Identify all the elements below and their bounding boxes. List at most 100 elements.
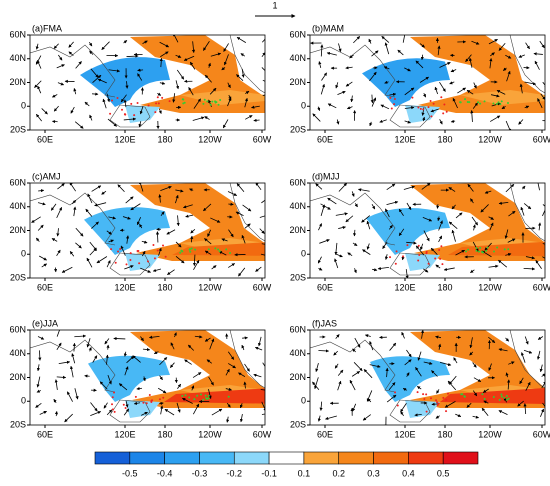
lat-tick-label: 60N — [289, 324, 306, 334]
wind-vector — [57, 207, 62, 218]
wind-vector — [336, 213, 348, 215]
significance-dot — [442, 112, 444, 114]
wind-vector — [260, 229, 265, 234]
map-area — [30, 181, 273, 276]
wind-vector — [351, 96, 352, 102]
wind-vector — [74, 88, 76, 94]
wind-vector — [90, 115, 92, 120]
wind-vector — [355, 203, 357, 207]
lon-tick-label: 120E — [114, 134, 135, 144]
wind-vector — [439, 82, 445, 91]
wind-vector — [474, 378, 481, 382]
significance-dot — [159, 398, 161, 400]
wind-vector — [67, 392, 72, 402]
wind-vector — [336, 82, 338, 88]
wind-vector — [124, 409, 129, 415]
significance-dot — [475, 247, 477, 249]
wind-vector — [178, 215, 179, 225]
significance-dot — [182, 98, 184, 100]
significance-dot — [498, 101, 500, 103]
wind-vector — [470, 270, 474, 273]
wind-vector — [57, 377, 66, 378]
wind-vector — [457, 88, 465, 93]
significance-dot — [418, 245, 420, 247]
significance-dot — [162, 397, 164, 399]
significance-dot — [438, 249, 440, 251]
significance-dot — [476, 250, 478, 252]
significance-dot — [182, 102, 184, 104]
wind-vector — [338, 381, 341, 390]
significance-dot — [461, 393, 463, 395]
significance-dot — [180, 250, 182, 252]
reference-label: 1 — [272, 0, 277, 10]
significance-dot — [426, 411, 428, 413]
significance-dot — [125, 407, 127, 409]
lat-tick-label: 20N — [9, 225, 26, 235]
significance-dot — [493, 396, 495, 398]
wind-vector — [193, 117, 204, 120]
significance-dot — [435, 399, 437, 401]
lon-tick-label: 60W — [253, 134, 272, 144]
wind-vector — [255, 347, 262, 350]
wind-vector — [90, 248, 97, 255]
significance-dot — [147, 260, 149, 262]
wind-vector — [142, 241, 147, 243]
wind-vector — [482, 408, 488, 416]
panel-label: (f)JAS — [312, 318, 337, 328]
wind-vector — [452, 230, 455, 241]
wind-vector — [76, 228, 83, 236]
wind-vector — [372, 95, 373, 103]
map-area — [30, 326, 269, 422]
wind-vector — [191, 229, 195, 233]
significance-dot — [225, 248, 227, 250]
significance-dot — [430, 100, 432, 102]
wind-vector — [398, 50, 404, 55]
lon-tick-label: 60E — [317, 282, 333, 292]
wind-vector — [372, 269, 377, 270]
significance-dot — [487, 247, 489, 249]
significance-dot — [194, 249, 196, 251]
significance-dot — [443, 103, 445, 105]
significance-dot — [427, 106, 429, 108]
wind-vector — [354, 362, 362, 370]
wind-vector — [368, 399, 371, 402]
significance-dot — [445, 410, 447, 412]
lat-tick-label: 40N — [289, 201, 306, 211]
wind-vector — [69, 42, 74, 48]
wind-vector — [177, 384, 180, 389]
colorbar-label: 0.4 — [402, 468, 415, 478]
significance-dot — [200, 394, 202, 396]
significance-dot — [479, 103, 481, 105]
colorbar-segment — [95, 452, 130, 464]
wind-vector — [352, 371, 360, 376]
wind-vector — [263, 363, 269, 372]
lon-tick-label: 60W — [253, 429, 272, 439]
wind-vector — [127, 56, 139, 57]
significance-dot — [508, 398, 510, 400]
significance-dot — [130, 103, 132, 105]
colorbar-segment — [374, 452, 409, 464]
wind-vector — [346, 216, 353, 222]
significance-dot — [394, 98, 396, 100]
wind-vector — [318, 351, 328, 352]
significance-dot — [208, 248, 210, 250]
significance-dot — [425, 252, 427, 254]
wind-vector — [367, 244, 369, 250]
lat-tick-label: 60N — [289, 177, 306, 187]
wind-vector — [90, 412, 100, 416]
wind-vector — [39, 256, 46, 260]
significance-dot — [137, 250, 139, 252]
significance-dot — [111, 99, 113, 101]
wind-vector — [325, 416, 336, 419]
wind-vector — [38, 225, 43, 230]
wind-vector — [364, 369, 372, 377]
significance-dot — [114, 411, 116, 413]
wind-vector — [451, 121, 455, 122]
wind-vector — [52, 238, 57, 241]
wind-vector — [54, 44, 59, 49]
wind-vector — [498, 260, 506, 267]
significance-dot — [493, 251, 495, 253]
wind-vector — [97, 257, 107, 263]
map-area — [310, 330, 547, 428]
